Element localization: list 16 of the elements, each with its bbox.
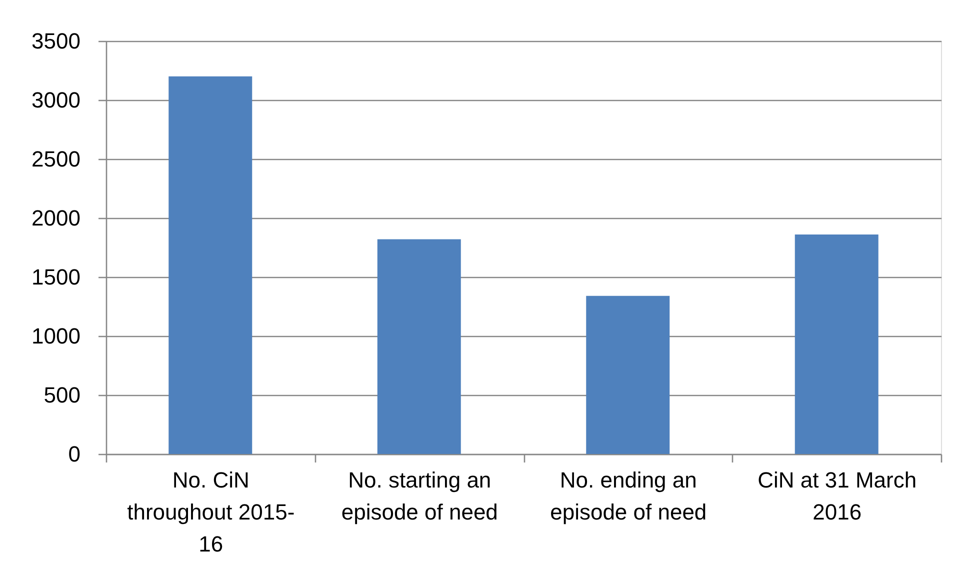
- x-tick-label: No. ending an episode of need: [550, 468, 707, 524]
- y-tick-label: 0: [68, 442, 80, 466]
- x-tick-label: CiN at 31 March 2016: [758, 468, 917, 524]
- y-tick-label: 1500: [32, 264, 80, 290]
- x-tick-label: No. starting an episode of need: [341, 468, 498, 524]
- y-tick-label: 2000: [32, 206, 80, 230]
- y-tick-label: 1000: [32, 324, 80, 348]
- bar: [586, 296, 670, 454]
- y-tick-label: 3500: [32, 28, 80, 54]
- x-tick-label: No. CiN throughout 2015-16: [127, 468, 295, 556]
- y-tick-label: 3000: [32, 88, 80, 112]
- bar: [377, 239, 461, 454]
- bar: [168, 76, 252, 454]
- y-tick-label: 500: [44, 382, 80, 408]
- bar: [794, 234, 878, 454]
- y-tick-label: 2500: [32, 146, 80, 172]
